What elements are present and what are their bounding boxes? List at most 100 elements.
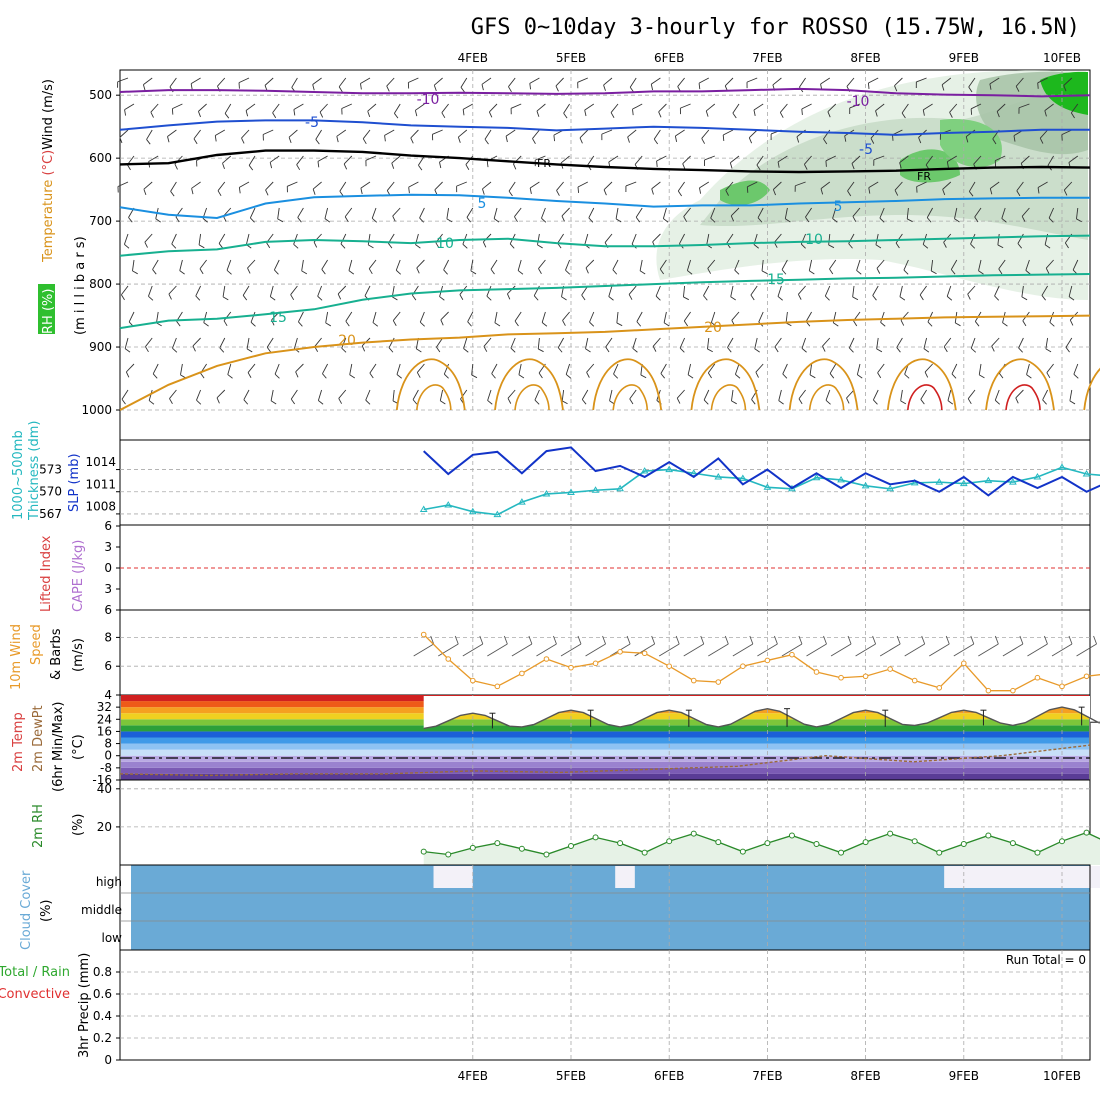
wind-barb-flag [416, 372, 421, 378]
wind-barb-flag [725, 190, 729, 196]
temp2m-label-line3: (6hr Min/Max) [51, 702, 66, 792]
wind-barb [518, 363, 522, 375]
rh2m-line [423, 831, 1100, 856]
wind-barb-flag [825, 295, 830, 301]
wind-barb [1026, 363, 1030, 375]
wind-barb [481, 77, 492, 85]
wind-barb [180, 363, 183, 375]
wind10-point [887, 666, 893, 672]
profile-isotherms [119, 87, 1091, 411]
wind10-label-line3: & Barbs [49, 628, 64, 680]
wind-barb-flag [490, 268, 495, 275]
wind-barb-flag [778, 400, 784, 405]
wind-barb-flag [144, 241, 148, 248]
wind-barb-flag [895, 242, 900, 249]
isotherm-5 [119, 193, 1090, 220]
wind-barb-flag [876, 348, 883, 353]
wind-barb [656, 155, 667, 162]
wind-barb-flag [443, 373, 449, 379]
wind-barb [247, 259, 256, 269]
wind10-barb [683, 643, 704, 657]
wind-barb [923, 103, 933, 111]
wind-barb-flag [632, 109, 634, 116]
wind-barb-flag [659, 268, 665, 275]
wind-barb-flag [1044, 110, 1047, 117]
wind10-point [961, 660, 967, 667]
wind-barb-flag [785, 218, 791, 223]
wind-barb [396, 363, 401, 375]
wind-barb-flag [465, 164, 470, 170]
wind-barb [150, 103, 159, 113]
wind-barb-flag [979, 374, 985, 379]
wind-barb-flag [312, 188, 316, 195]
wind-barb [1044, 103, 1054, 111]
warm-contour [592, 358, 663, 411]
wind-barb-flag [250, 217, 255, 223]
wind10-markers [420, 631, 1090, 694]
wind-barb-flag [941, 84, 945, 91]
thickness-point [763, 483, 772, 490]
wind-barb-flag [529, 187, 532, 194]
wind-barb-flag [174, 163, 178, 170]
wind-barb-flag [663, 218, 669, 223]
wind-barb-flag [321, 269, 326, 275]
wind10-barb [806, 643, 827, 657]
wind-barb-flag [1015, 397, 1019, 404]
temp2m-tick-label: -8 [100, 761, 112, 775]
wind-barb [1073, 363, 1079, 375]
warm-contour [1083, 367, 1100, 411]
contour-label-m10-a: -10 [417, 92, 440, 108]
wind-barb [941, 77, 952, 86]
wind-barb [146, 129, 153, 140]
wind-barb [223, 311, 232, 321]
wind-barb-flag [608, 296, 614, 301]
wind-barb [1065, 337, 1073, 348]
contour-label-15-b: 15 [767, 272, 785, 288]
wind-barb [1016, 181, 1024, 192]
wind10-barb-flag [430, 635, 435, 645]
wind-barb-flag [471, 374, 478, 379]
wind-barb [561, 207, 570, 217]
wind-barb-flag [577, 186, 580, 194]
wind-barb-flag [433, 85, 437, 92]
wind-barb [290, 389, 298, 400]
hot-contour [1005, 384, 1041, 411]
wind-barb-flag [470, 270, 477, 275]
wind-barb-flag [1022, 320, 1027, 327]
wind-barb-flag [272, 112, 277, 119]
wind-barb [196, 389, 202, 401]
wind-barb-flag [994, 399, 1001, 405]
wind10-barb-flag [945, 635, 950, 645]
wind-barb-flag [241, 137, 245, 144]
wind-barb-flag [483, 346, 488, 352]
wind-barb [386, 77, 395, 87]
wind-barb [319, 103, 328, 113]
wind-barb-flag [954, 218, 960, 223]
wind10-barb [953, 643, 975, 657]
wind10-point [690, 677, 697, 684]
wind-barb [344, 207, 353, 218]
wind-barb-flag [1018, 347, 1023, 353]
wind-barb-flag [803, 164, 808, 170]
wind-barb-flag [650, 84, 654, 91]
wind-barb-flag [653, 138, 659, 145]
wind-barb [848, 337, 855, 349]
wind-barb-flag [416, 348, 422, 353]
wind-barb-flag [732, 112, 737, 119]
wind-barb [757, 207, 764, 218]
wind-barb-flag [369, 372, 374, 379]
wind-barb [296, 155, 304, 165]
wind-barb-flag [754, 348, 760, 353]
wind-barb [629, 389, 637, 400]
wind-barb [930, 259, 934, 271]
pressure-tick-label: 600 [89, 151, 112, 165]
wind-barb [537, 337, 540, 349]
wind-barb [970, 233, 976, 245]
wind10-barb-flag [454, 635, 459, 645]
wind10-barb [708, 643, 729, 657]
precip-tick-label: 0 [104, 1053, 112, 1067]
wind-barb [785, 311, 788, 323]
wind-barb-flag [388, 243, 393, 249]
wind-barb-flag [636, 321, 642, 327]
